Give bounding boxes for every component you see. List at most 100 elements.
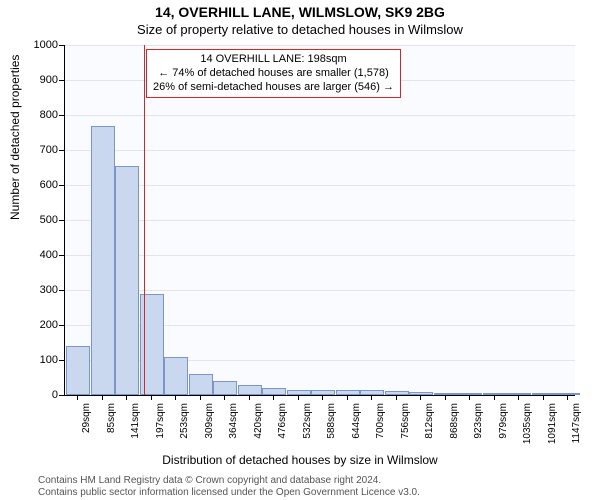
x-tick-label: 588sqm [326, 403, 337, 453]
y-tick-label: 600 [40, 179, 58, 191]
y-tick-label: 300 [40, 284, 58, 296]
histogram-bar [189, 374, 213, 395]
x-tick-label: 1147sqm [571, 403, 582, 453]
histogram-bar [287, 390, 311, 395]
annotation-line: 26% of semi-detached houses are larger (… [153, 81, 394, 95]
x-tick [200, 395, 201, 400]
gridline [65, 45, 575, 46]
x-tick-label: 364sqm [228, 403, 239, 453]
y-tick [59, 395, 64, 396]
y-tick [59, 115, 64, 116]
annotation-line: 14 OVERHILL LANE: 198sqm [153, 53, 394, 67]
histogram-bar [91, 126, 115, 396]
y-tick [59, 45, 64, 46]
x-tick [445, 395, 446, 400]
x-tick [543, 395, 544, 400]
histogram-bar [532, 393, 556, 395]
x-tick [371, 395, 372, 400]
y-tick [59, 360, 64, 361]
histogram-bar [238, 385, 262, 396]
y-tick-label: 800 [40, 109, 58, 121]
x-tick-label: 700sqm [375, 403, 386, 453]
x-tick-label: 532sqm [302, 403, 313, 453]
x-tick-label: 812sqm [424, 403, 435, 453]
x-tick-label: 309sqm [204, 403, 215, 453]
x-tick [567, 395, 568, 400]
histogram-bar [213, 381, 237, 395]
y-tick-label: 0 [52, 389, 58, 401]
x-tick [126, 395, 127, 400]
histogram-bar [164, 357, 188, 396]
x-tick-label: 756sqm [400, 403, 411, 453]
x-tick-label: 923sqm [473, 403, 484, 453]
x-tick [298, 395, 299, 400]
y-tick-label: 900 [40, 74, 58, 86]
footer-line-2: Contains public sector information licen… [38, 487, 578, 499]
x-tick-label: 476sqm [277, 403, 288, 453]
x-tick [322, 395, 323, 400]
annotation-line: ← 74% of detached houses are smaller (1,… [153, 67, 394, 81]
x-tick [102, 395, 103, 400]
x-tick [518, 395, 519, 400]
x-tick [273, 395, 274, 400]
y-axis-label: Number of detached properties [8, 55, 22, 220]
x-tick-label: 644sqm [351, 403, 362, 453]
histogram-bar [458, 393, 482, 395]
histogram-bar [556, 393, 580, 395]
x-tick [420, 395, 421, 400]
x-tick [77, 395, 78, 400]
x-tick [347, 395, 348, 400]
x-tick-label: 197sqm [155, 403, 166, 453]
y-tick [59, 80, 64, 81]
histogram-bar [409, 392, 433, 396]
y-tick-label: 200 [40, 319, 58, 331]
x-tick-label: 253sqm [179, 403, 190, 453]
x-tick [151, 395, 152, 400]
histogram-bar [360, 390, 384, 395]
y-tick-label: 400 [40, 249, 58, 261]
x-tick [469, 395, 470, 400]
plot-area: 14 OVERHILL LANE: 198sqm← 74% of detache… [64, 45, 575, 396]
x-tick-label: 29sqm [81, 403, 92, 453]
chart-frame: 14, OVERHILL LANE, WILMSLOW, SK9 2BG Siz… [0, 0, 600, 500]
x-tick [249, 395, 250, 400]
marker-line [144, 45, 145, 395]
gridline [65, 115, 575, 116]
footer-line-1: Contains HM Land Registry data © Crown c… [38, 475, 578, 487]
chart-subtitle: Size of property relative to detached ho… [0, 22, 600, 37]
y-tick-label: 700 [40, 144, 58, 156]
y-tick-label: 100 [40, 354, 58, 366]
page-title: 14, OVERHILL LANE, WILMSLOW, SK9 2BG [0, 4, 600, 20]
y-tick [59, 150, 64, 151]
y-tick [59, 325, 64, 326]
histogram-bar [483, 393, 507, 395]
y-tick [59, 220, 64, 221]
y-tick [59, 290, 64, 291]
x-tick-label: 141sqm [130, 403, 141, 453]
gridline [65, 185, 575, 186]
histogram-bar [434, 393, 458, 395]
x-tick-label: 868sqm [449, 403, 460, 453]
x-tick [396, 395, 397, 400]
annotation-box: 14 OVERHILL LANE: 198sqm← 74% of detache… [146, 49, 401, 98]
gridline [65, 220, 575, 221]
x-tick [494, 395, 495, 400]
y-tick-label: 1000 [34, 39, 58, 51]
y-tick-label: 500 [40, 214, 58, 226]
histogram-bar [66, 346, 90, 395]
x-tick-label: 1035sqm [522, 403, 533, 453]
y-tick [59, 185, 64, 186]
histogram-bar [311, 390, 335, 395]
histogram-bar [336, 390, 360, 395]
x-tick-label: 85sqm [106, 403, 117, 453]
histogram-bar [385, 391, 409, 395]
gridline [65, 255, 575, 256]
histogram-bar [507, 393, 531, 395]
x-tick-label: 1091sqm [547, 403, 558, 453]
gridline [65, 290, 575, 291]
x-axis-label: Distribution of detached houses by size … [0, 453, 600, 467]
x-tick-label: 979sqm [498, 403, 509, 453]
x-tick-label: 420sqm [253, 403, 264, 453]
histogram-bar [262, 388, 286, 395]
histogram-bar [115, 166, 139, 395]
